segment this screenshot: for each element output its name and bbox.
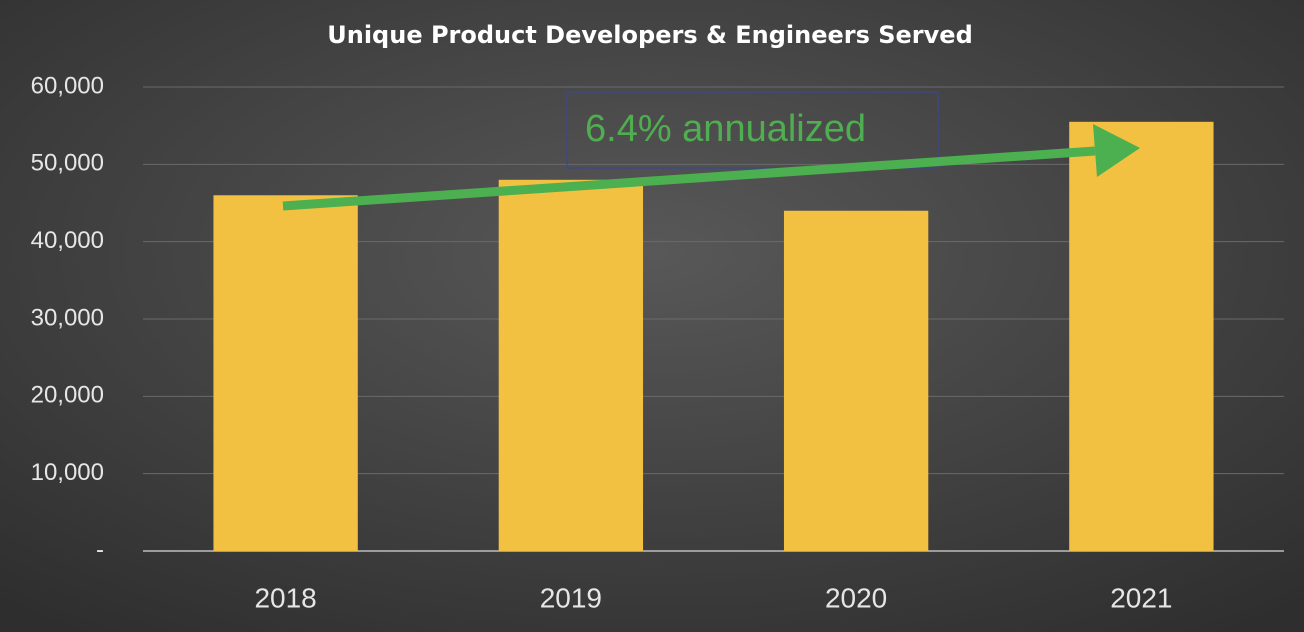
y-tick-label: - bbox=[96, 536, 104, 563]
y-tick-label: 10,000 bbox=[31, 459, 104, 486]
x-tick-label: 2018 bbox=[254, 582, 316, 613]
y-tick-label: 20,000 bbox=[31, 382, 104, 409]
y-tick-label: 40,000 bbox=[31, 227, 104, 254]
chart-title: Unique Product Developers & Engineers Se… bbox=[327, 21, 973, 49]
bar bbox=[1069, 121, 1214, 552]
trend-arrow bbox=[282, 146, 1096, 211]
y-tick-label: 60,000 bbox=[31, 72, 104, 99]
x-tick-label: 2019 bbox=[540, 582, 602, 613]
arrow-head bbox=[1093, 124, 1140, 177]
annotation: 6.4% annualized bbox=[282, 91, 1140, 211]
annotation-box bbox=[566, 91, 939, 169]
y-tick-label: 30,000 bbox=[31, 304, 104, 331]
bar bbox=[783, 210, 929, 551]
annotation-text: 6.4% annualized bbox=[585, 108, 866, 150]
plot-area: - 10,000 20,000 30,000 40,000 50,000 60,000 201… bbox=[31, 72, 1284, 613]
x-tick-label: 2020 bbox=[825, 582, 887, 613]
bar bbox=[498, 179, 644, 552]
x-tick-label: 2021 bbox=[1110, 582, 1172, 613]
y-tick-label: 50,000 bbox=[31, 150, 104, 177]
bar bbox=[213, 195, 358, 551]
